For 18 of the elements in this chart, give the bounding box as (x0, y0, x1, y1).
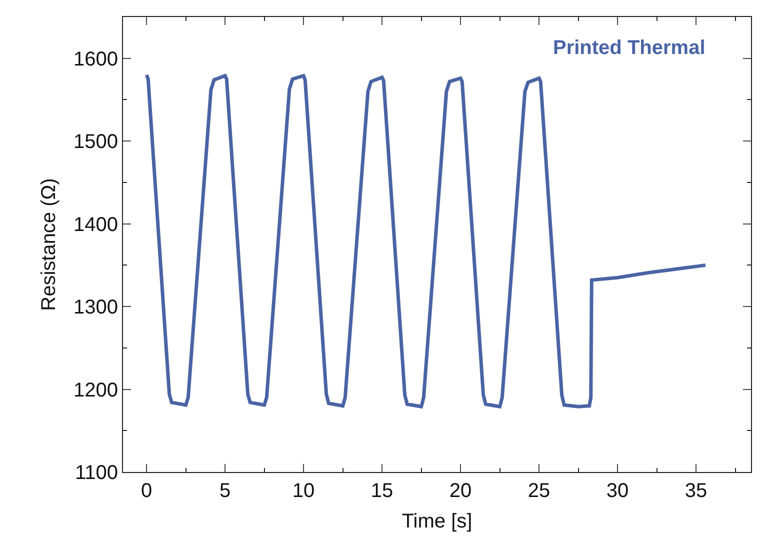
x-tick-label: 25 (528, 480, 550, 502)
x-tick-label: 15 (370, 480, 394, 502)
y-tick-label: 1200 (74, 379, 118, 402)
y-tick-label: 1600 (74, 48, 118, 70)
y-tick-label: 1300 (74, 296, 118, 319)
x-tick-label: 5 (219, 480, 231, 502)
y-tick-label: 1100 (74, 462, 118, 484)
y-tick-label: 1400 (74, 214, 118, 236)
x-tick-label: 30 (606, 480, 629, 502)
x-tick-label: 20 (449, 480, 472, 502)
x-tick-label: 0 (140, 480, 152, 502)
x-tick-label: 35 (684, 480, 708, 502)
y-axis-title: Resistance (Ω) (38, 178, 60, 311)
annotation: Printed Thermal (553, 37, 706, 59)
x-tick-label: 10 (292, 480, 315, 502)
y-tick-label: 1500 (74, 131, 118, 154)
line-series (144, 73, 708, 408)
x-axis-title: Time [s] (402, 510, 472, 532)
